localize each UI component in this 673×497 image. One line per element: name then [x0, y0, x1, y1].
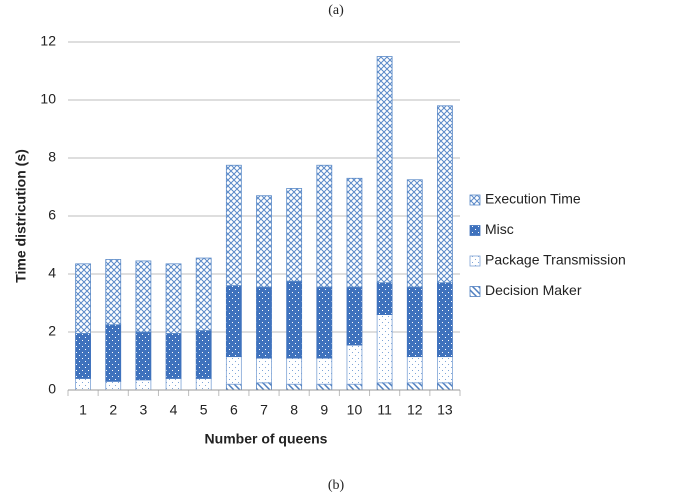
bar-segment: [195, 257, 212, 331]
bar-segment: [75, 333, 91, 379]
bar-segment: [376, 282, 393, 316]
legend-swatch: [469, 194, 481, 206]
bar-segment: [256, 382, 272, 391]
annotation: (b): [328, 478, 345, 493]
y-tick-label: 2: [48, 323, 56, 339]
bar-segment: [316, 286, 333, 359]
x-tick-label: 2: [109, 402, 117, 418]
x-tick-label: 5: [200, 402, 208, 418]
bar-segment: [346, 286, 363, 346]
legend-swatch: [469, 286, 481, 297]
bar-segment: [437, 282, 453, 358]
bar-segment: [286, 383, 303, 391]
bar-segment: [225, 164, 242, 286]
bar-segment: [105, 324, 122, 382]
x-tick-label: 4: [170, 402, 178, 418]
bar-segment: [437, 382, 453, 391]
y-tick-label: 6: [48, 207, 56, 223]
bar-segment: [165, 377, 182, 391]
bar-segment: [406, 382, 423, 391]
bar-segment: [105, 380, 122, 391]
bar-segment: [135, 260, 152, 333]
bar-segment: [225, 356, 242, 385]
bar-segment: [437, 105, 453, 284]
annotation: (a): [328, 3, 344, 18]
y-tick-label: 8: [48, 149, 56, 165]
bar-segment: [286, 280, 303, 359]
legend-swatch: [469, 255, 481, 267]
bar-segment: [376, 56, 393, 284]
x-axis-title: Number of queens: [205, 431, 328, 447]
bar-segment: [316, 357, 333, 385]
bar-segment: [135, 379, 152, 391]
bar-segment: [346, 383, 363, 391]
bar-segment: [376, 382, 393, 391]
bar-segment: [135, 331, 152, 381]
x-tick-label: 1: [79, 402, 87, 418]
bar-segment: [316, 383, 333, 391]
bar-segment: [256, 195, 272, 288]
legend-swatch: [469, 225, 481, 236]
bar-segment: [75, 263, 91, 334]
bar-segment: [225, 285, 242, 358]
y-tick-label: 4: [48, 265, 56, 281]
bar-segment: [406, 356, 423, 384]
x-tick-label: 11: [377, 402, 392, 418]
bar-segment: [406, 286, 423, 358]
bar-segment: [165, 333, 182, 379]
x-tick-label: 9: [320, 402, 328, 418]
x-tick-label: 10: [347, 402, 363, 418]
bar-segment: [346, 344, 363, 385]
bar-segment: [105, 259, 122, 326]
bar-segment: [437, 356, 453, 384]
bar-segment: [286, 357, 303, 385]
bar-segment: [346, 177, 363, 288]
bar-segment: [286, 188, 303, 282]
x-tick-label: 6: [230, 402, 238, 418]
x-tick-label: 8: [290, 402, 298, 418]
legend-label: Package Transmission: [485, 252, 626, 268]
bar-segment: [406, 179, 423, 288]
bar-segment: [256, 357, 272, 384]
legend-label: Misc: [485, 221, 514, 237]
legend-label: Decision Maker: [485, 282, 582, 298]
y-axis-title: Time districution (s): [13, 149, 29, 283]
x-tick-label: 12: [407, 402, 423, 418]
x-tick-label: 3: [139, 402, 147, 418]
legend-label: Execution Time: [485, 191, 581, 207]
bar-segment: [75, 377, 91, 391]
bar-segment: [195, 330, 212, 379]
y-tick-label: 0: [48, 381, 56, 397]
bar-segment: [376, 314, 393, 384]
bar-segment: [316, 164, 333, 288]
x-tick-label: 7: [260, 402, 268, 418]
y-tick-label: 12: [40, 33, 56, 49]
bar-segment: [165, 263, 182, 334]
bar-segment: [225, 383, 242, 391]
y-tick-label: 10: [40, 91, 56, 107]
bar-segment: [195, 377, 212, 391]
x-tick-label: 13: [437, 402, 453, 418]
bar-segment: [256, 286, 272, 359]
